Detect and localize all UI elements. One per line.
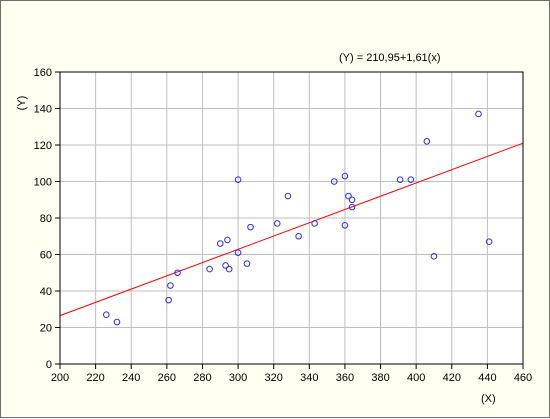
x-tick-label: 280 [193,372,211,384]
regression-line [59,142,524,317]
y-tick-label: 140 [34,104,52,116]
x-tick-label: 360 [336,372,354,384]
data-point [423,138,431,145]
x-tick-label: 260 [158,372,176,384]
y-axis-ticks: 0 20 40 60 80 100 120 140 160 [34,67,60,371]
data-point [341,222,349,229]
data-point [284,192,292,200]
x-tick-label: 320 [265,372,283,384]
y-tick-label: 80 [40,213,52,225]
y-tick-label: 40 [40,286,52,298]
data-point [167,282,174,289]
x-tick-label: 440 [478,372,496,384]
x-axis-ticks: 200 220 240 260 280 300 320 340 360 380 400 420 440 4… [51,364,532,384]
data-point [225,265,233,273]
data-point [103,311,110,319]
data-point [348,203,356,211]
data-point [330,178,338,185]
data-point [345,192,352,200]
x-tick-label: 220 [86,372,104,384]
data-point [341,172,349,180]
x-tick-label: 420 [443,372,461,384]
data-point [485,238,493,246]
y-tick-label: 100 [34,177,52,189]
x-tick-label: 240 [122,372,140,384]
data-point [206,265,213,273]
data-point [273,220,281,227]
x-tick-label: 340 [300,372,318,384]
y-tick-label: 0 [46,359,52,371]
regression-line-group [59,142,524,317]
data-point [113,318,121,326]
grid-lines [60,72,523,364]
data-point [216,240,224,247]
data-point [234,249,242,256]
x-tick-label: 460 [514,372,532,384]
data-point [165,296,172,304]
data-point [234,176,242,183]
regression-equation: (Y) = 210,95+1,61(x) [339,52,441,64]
y-axis-label: (Y) [16,96,28,111]
x-tick-label: 380 [371,372,389,384]
data-point [396,176,404,183]
data-point [295,232,302,240]
data-point [243,260,251,267]
data-point [430,253,438,260]
x-tick-label: 300 [229,372,247,384]
y-tick-label: 60 [40,250,52,262]
x-tick-label: 200 [51,372,69,384]
x-axis-label: (X) [481,393,496,405]
data-point [174,269,181,277]
y-tick-label: 160 [34,67,52,79]
data-point [224,236,231,244]
data-point [222,262,229,269]
x-tick-label: 400 [407,372,425,384]
y-tick-label: 120 [34,140,52,152]
data-point [247,223,254,231]
data-point [407,176,415,183]
data-point [475,110,482,118]
data-point [348,196,356,204]
data-point [311,220,318,227]
data-points [103,110,493,326]
y-tick-label: 20 [40,323,52,335]
